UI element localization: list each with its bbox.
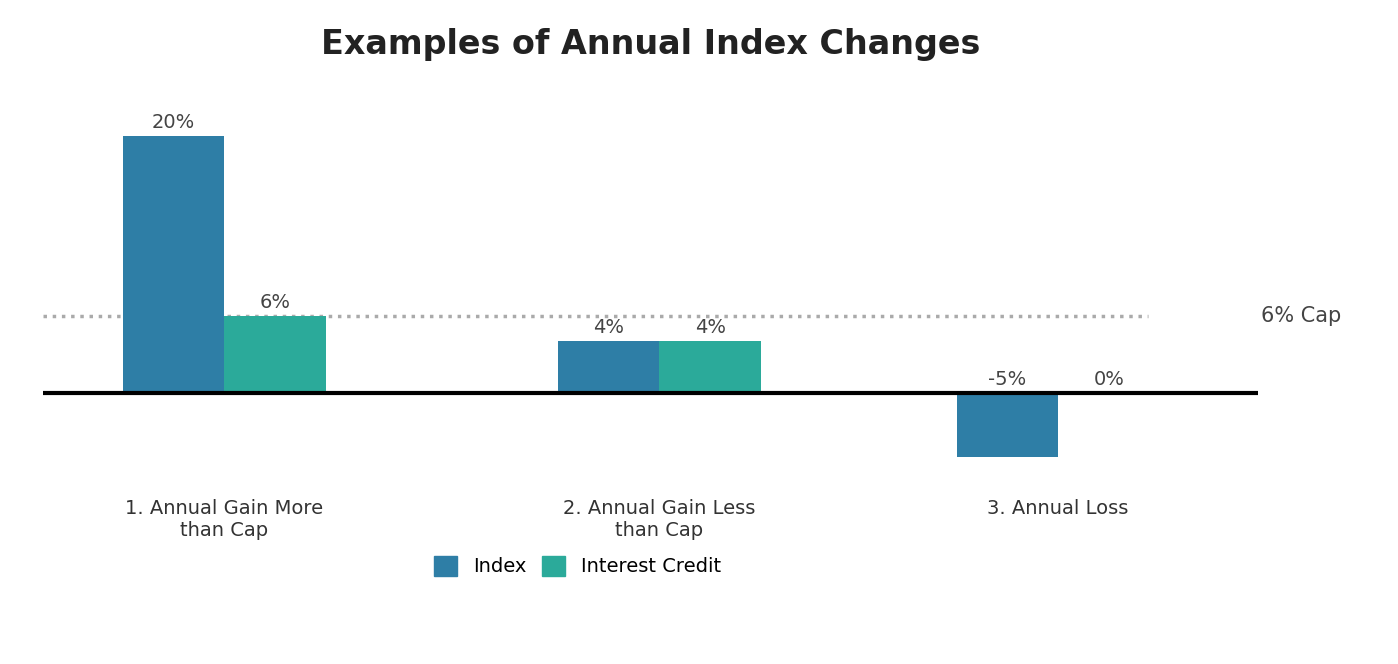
Text: 6% Cap: 6% Cap (1261, 305, 1342, 325)
Bar (123, 136, 224, 392)
Bar (956, 392, 1058, 457)
Text: 0%: 0% (1093, 370, 1124, 388)
Bar (660, 341, 761, 392)
Legend: Index, Interest Credit: Index, Interest Credit (426, 548, 728, 584)
Text: 4%: 4% (695, 319, 726, 337)
Text: 20%: 20% (152, 114, 196, 132)
Text: 4%: 4% (593, 319, 624, 337)
Title: Examples of Annual Index Changes: Examples of Annual Index Changes (320, 29, 980, 61)
Text: -5%: -5% (988, 370, 1026, 388)
Bar (224, 315, 326, 392)
Bar (558, 341, 660, 392)
Text: 6%: 6% (260, 293, 291, 312)
